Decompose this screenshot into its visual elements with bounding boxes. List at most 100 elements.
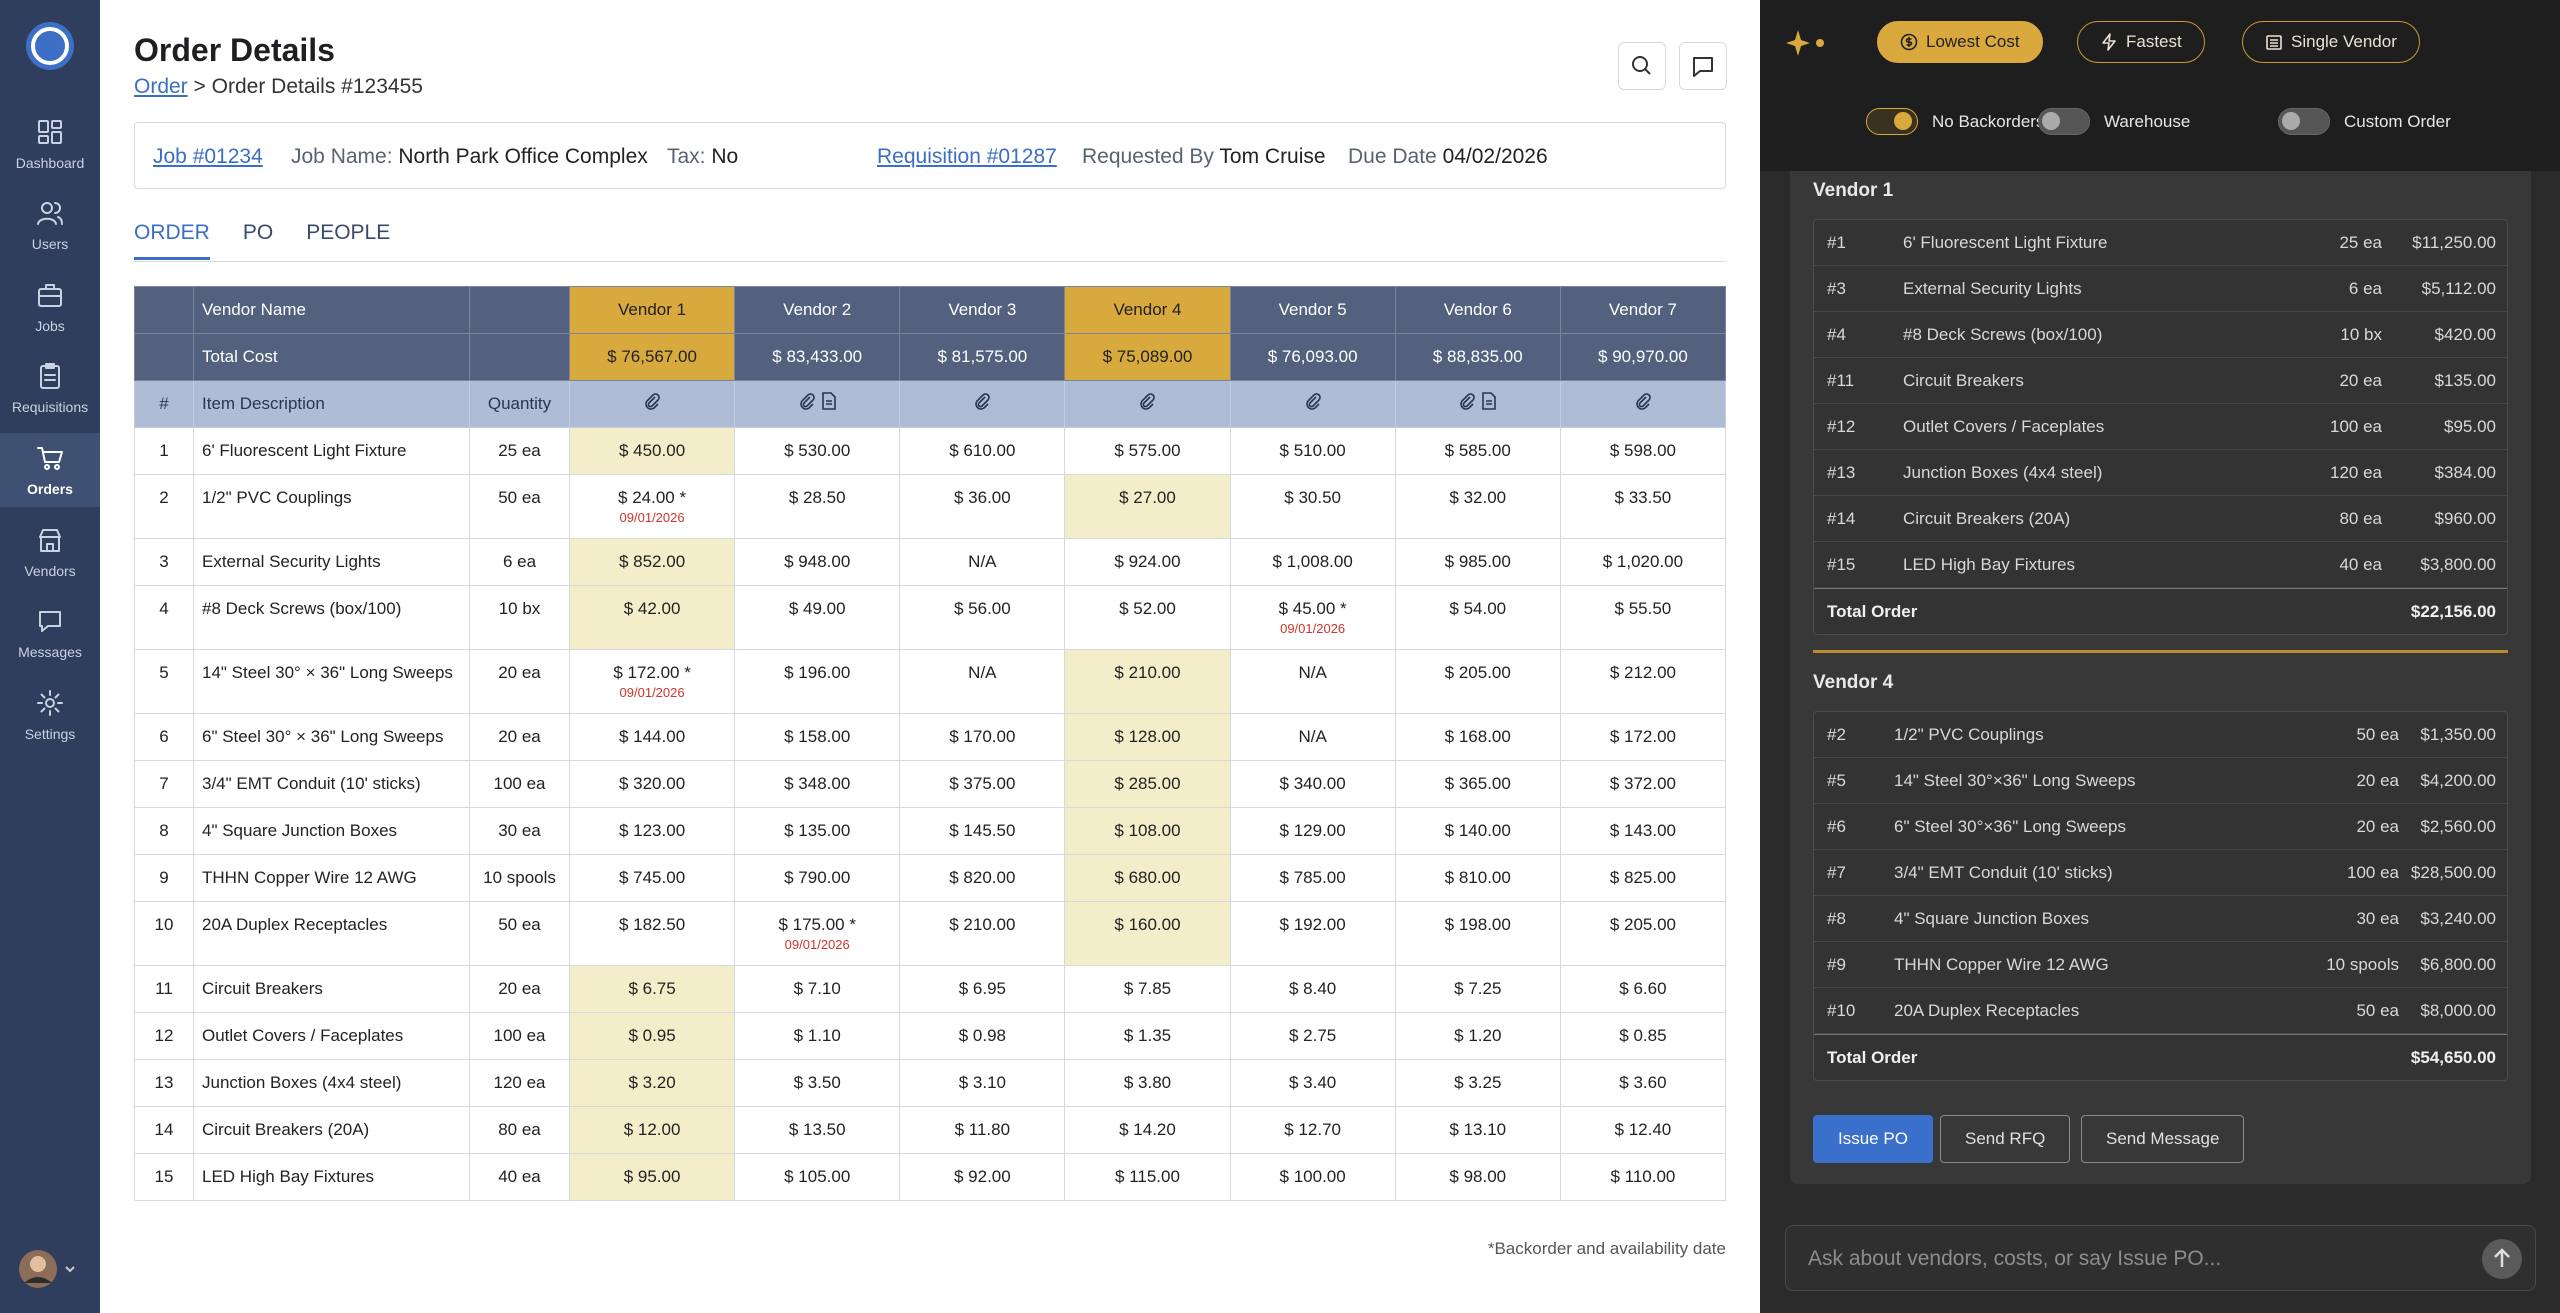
nav-item[interactable]: Dashboard [0,107,100,181]
price-cell[interactable]: $ 3.50 [734,1059,901,1107]
price-cell[interactable]: $ 28.50 [734,474,901,539]
toggle[interactable]: Custom Order [2278,108,2451,135]
price-cell[interactable]: $ 145.50 [899,807,1066,855]
price-cell[interactable]: $ 585.00 [1394,427,1561,475]
price-cell[interactable]: $ 175.00 * 09/01/2026 [734,901,901,966]
price-cell[interactable]: $ 3.20 [568,1059,736,1107]
price-cell[interactable]: $ 348.00 [734,760,901,808]
price-cell[interactable]: $ 598.00 [1559,427,1727,475]
price-cell[interactable]: $ 95.00 [568,1153,736,1201]
price-cell[interactable]: $ 12.00 [568,1106,736,1154]
price-cell[interactable]: $ 1.35 [1064,1012,1231,1060]
price-cell[interactable]: $ 182.50 [568,901,736,966]
price-cell[interactable]: N/A [1229,713,1396,761]
price-cell[interactable]: $ 24.00 * 09/01/2026 [568,474,736,539]
price-cell[interactable]: $ 1,008.00 [1229,538,1396,586]
price-cell[interactable]: $ 92.00 [899,1153,1066,1201]
price-cell[interactable]: $ 128.00 [1064,713,1231,761]
tab[interactable]: PO [242,221,274,244]
price-cell[interactable]: $ 7.10 [734,965,901,1013]
attachments[interactable] [899,380,1066,428]
switch[interactable] [1866,108,1918,135]
price-cell[interactable]: $ 575.00 [1064,427,1231,475]
price-cell[interactable]: $ 450.00 [568,427,736,475]
price-cell[interactable]: $ 135.00 [734,807,901,855]
strategy-chip[interactable]: Single Vendor [2242,21,2420,63]
price-cell[interactable]: $ 115.00 [1064,1153,1231,1201]
nav-item[interactable]: Users [0,189,100,263]
price-cell[interactable]: $ 144.00 [568,713,736,761]
price-cell[interactable]: $ 52.00 [1064,585,1231,650]
price-cell[interactable]: $ 54.00 [1394,585,1561,650]
price-cell[interactable]: $ 320.00 [568,760,736,808]
price-cell[interactable]: $ 375.00 [899,760,1066,808]
price-cell[interactable]: $ 98.00 [1394,1153,1561,1201]
switch[interactable] [2038,108,2090,135]
price-cell[interactable]: $ 160.00 [1064,901,1231,966]
price-cell[interactable]: $ 140.00 [1394,807,1561,855]
price-cell[interactable]: $ 0.95 [568,1012,736,1060]
price-cell[interactable]: $ 745.00 [568,854,736,902]
price-cell[interactable]: $ 6.60 [1559,965,1727,1013]
tab[interactable]: ORDER [134,221,210,260]
job-link[interactable]: Job #01234 [153,145,263,168]
price-cell[interactable]: $ 924.00 [1064,538,1231,586]
price-cell[interactable]: $ 205.00 [1394,649,1561,714]
price-cell[interactable]: $ 1.10 [734,1012,901,1060]
price-cell[interactable]: $ 948.00 [734,538,901,586]
price-cell[interactable]: $ 42.00 [568,585,736,650]
nav-item[interactable]: Vendors [0,515,100,589]
price-cell[interactable]: $ 32.00 [1394,474,1561,539]
price-cell[interactable]: $ 820.00 [899,854,1066,902]
strategy-chip[interactable]: Fastest [2077,21,2205,63]
strategy-chip[interactable]: Lowest Cost [1877,21,2043,63]
price-cell[interactable]: $ 13.50 [734,1106,901,1154]
price-cell[interactable]: $ 1.20 [1394,1012,1561,1060]
price-cell[interactable]: $ 170.00 [899,713,1066,761]
price-cell[interactable]: $ 210.00 [899,901,1066,966]
price-cell[interactable]: $ 3.80 [1064,1059,1231,1107]
price-cell[interactable]: $ 530.00 [734,427,901,475]
chat-input[interactable]: Ask about vendors, costs, or say Issue P… [1785,1225,2536,1291]
price-cell[interactable]: $ 198.00 [1394,901,1561,966]
nav-item[interactable]: Settings [0,678,100,752]
price-cell[interactable]: $ 143.00 [1559,807,1727,855]
price-cell[interactable]: $ 12.40 [1559,1106,1727,1154]
price-cell[interactable]: $ 110.00 [1559,1153,1727,1201]
price-cell[interactable]: $ 0.98 [899,1012,1066,1060]
price-cell[interactable]: $ 205.00 [1559,901,1727,966]
requisition-link[interactable]: Requisition #01287 [877,145,1057,168]
price-cell[interactable]: $ 105.00 [734,1153,901,1201]
price-cell[interactable]: $ 49.00 [734,585,901,650]
price-cell[interactable]: $ 790.00 [734,854,901,902]
price-cell[interactable]: $ 12.70 [1229,1106,1396,1154]
price-cell[interactable]: $ 510.00 [1229,427,1396,475]
price-cell[interactable]: $ 30.50 [1229,474,1396,539]
price-cell[interactable]: N/A [899,649,1066,714]
attachments[interactable] [1394,380,1561,428]
price-cell[interactable]: $ 33.50 [1559,474,1727,539]
attachments[interactable] [568,380,736,428]
nav-item[interactable]: Jobs [0,270,100,344]
price-cell[interactable]: $ 985.00 [1394,538,1561,586]
price-cell[interactable]: N/A [899,538,1066,586]
price-cell[interactable]: $ 285.00 [1064,760,1231,808]
price-cell[interactable]: $ 13.10 [1394,1106,1561,1154]
price-cell[interactable]: $ 810.00 [1394,854,1561,902]
price-cell[interactable]: $ 7.85 [1064,965,1231,1013]
price-cell[interactable]: $ 8.40 [1229,965,1396,1013]
send-button[interactable] [2481,1238,2523,1280]
price-cell[interactable]: $ 1,020.00 [1559,538,1727,586]
price-cell[interactable]: N/A [1229,649,1396,714]
price-cell[interactable]: $ 6.95 [899,965,1066,1013]
nav-item[interactable]: Messages [0,597,100,671]
price-cell[interactable]: $ 172.00 * 09/01/2026 [568,649,736,714]
toggle[interactable]: Warehouse [2038,108,2190,135]
price-cell[interactable]: $ 3.10 [899,1059,1066,1107]
price-cell[interactable]: $ 172.00 [1559,713,1727,761]
price-cell[interactable]: $ 340.00 [1229,760,1396,808]
breadcrumb-link[interactable]: Order [134,75,188,98]
price-cell[interactable]: $ 3.25 [1394,1059,1561,1107]
attachments[interactable] [1064,380,1231,428]
price-cell[interactable]: $ 123.00 [568,807,736,855]
